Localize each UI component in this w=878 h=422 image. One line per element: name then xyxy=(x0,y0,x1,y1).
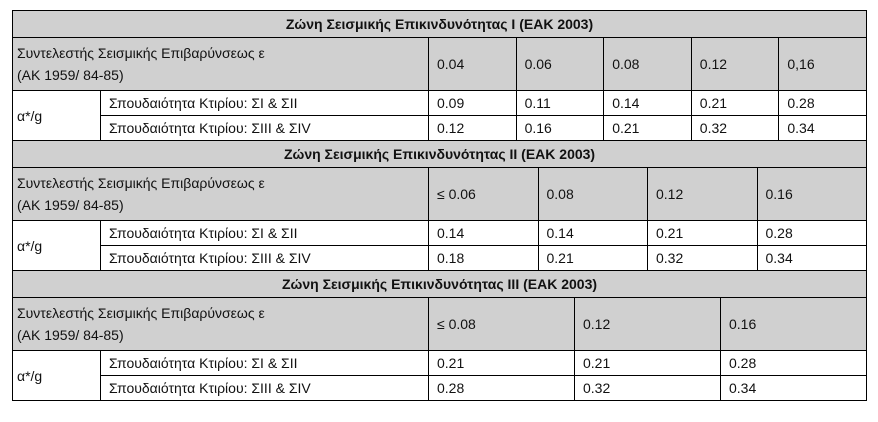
cell-value: 0.11 xyxy=(515,90,605,116)
cell-value: 0.21 xyxy=(574,350,721,376)
cell-value: 0.21 xyxy=(428,350,575,376)
group-label: α*/g xyxy=(12,350,101,401)
cell-value: 0.21 xyxy=(603,115,692,141)
cell-value: 0.14 xyxy=(537,220,648,246)
header-value: 0,16 xyxy=(778,37,867,91)
data-row: Σπουδαιότητα Κτιρίου: ΣΙΙΙ & ΣΙV 0.18 0.21… xyxy=(13,245,868,271)
cell-value: 0.32 xyxy=(574,375,721,401)
row-label: Σπουδαιότητα Κτιρίου: ΣΙΙΙ & ΣΙV xyxy=(100,245,429,271)
cell-value: 0.14 xyxy=(603,90,692,116)
section-title: Ζώνη Σεισμικής Επικινδυνότητας Ι (ΕΑΚ 20… xyxy=(12,10,867,38)
label-line: (ΑΚ 1959/ 84-85) xyxy=(17,67,124,83)
cell-value: 0.09 xyxy=(428,90,517,116)
label-line: (ΑΚ 1959/ 84-85) xyxy=(17,327,124,343)
cell-value: 0.18 xyxy=(428,245,539,271)
label-line: Συντελεστής Σεισμικής Επιβαρύνσεως ε xyxy=(17,175,265,191)
cell-value: 0.28 xyxy=(719,350,868,376)
cell-value: 0.32 xyxy=(690,115,780,141)
row-label: Σπουδαιότητα Κτιρίου: ΣΙΙΙ & ΣΙV xyxy=(100,375,429,401)
group-label: α*/g xyxy=(12,90,101,141)
header-row: Συντελεστής Σεισμικής Επιβαρύνσεως ε (ΑΚ … xyxy=(12,167,868,221)
header-value: 0.06 xyxy=(515,37,605,91)
header-row: Συντελεστής Σεισμικής Επιβαρύνσεως ε (ΑΚ … xyxy=(12,297,868,351)
title-row: Ζώνη Σεισμικής Επικινδυνότητας Ι (ΕΑΚ 20… xyxy=(12,10,867,38)
cell-value: 0.14 xyxy=(428,220,539,246)
data-row: α*/g Σπουδαιότητα Κτιρίου: ΣΙ & ΣΙΙ 0.09 0.… xyxy=(12,90,867,141)
table-body: Ζώνη Σεισμικής Επικινδυνότητας ΙΙ (ΕΑΚ 2… xyxy=(11,140,868,271)
row-label: Σπουδαιότητα Κτιρίου: ΣΙ & ΣΙΙ xyxy=(100,350,429,376)
header-label: Συντελεστής Σεισμικής Επιβαρύνσεως ε (ΑΚ … xyxy=(12,167,429,221)
data-row: Σπουδαιότητα Κτιρίου: ΣΙΙΙ & ΣΙV 0.28 0.32… xyxy=(13,375,868,401)
header-value: 0.12 xyxy=(690,37,780,91)
cell-value: 0.28 xyxy=(428,375,575,401)
header-value: 0.08 xyxy=(603,37,692,91)
header-label: Συντελεστής Σεισμικής Επιβαρύνσεως ε (ΑΚ … xyxy=(12,297,429,351)
title-row: Ζώνη Σεισμικής Επικινδυνότητας ΙΙΙ (ΕΑΚ … xyxy=(11,270,868,298)
title-row: Ζώνη Σεισμικής Επικινδυνότητας ΙΙ (ΕΑΚ 2… xyxy=(11,140,868,168)
header-value: 0.04 xyxy=(428,37,517,91)
row-label: Σπουδαιότητα Κτιρίου: ΣΙ & ΣΙΙ xyxy=(100,220,429,246)
cell-value: 0.32 xyxy=(647,245,758,271)
header-value: ≤ 0.08 xyxy=(428,297,575,351)
section-table: Ζώνη Σεισμικής Επικινδυνότητας ΙΙ (ΕΑΚ 2… xyxy=(11,140,868,271)
header-value: 0.08 xyxy=(537,167,648,221)
section-title: Ζώνη Σεισμικής Επικινδυνότητας ΙΙ (ΕΑΚ 2… xyxy=(11,140,868,168)
data-row: α*/g Σπουδαιότητα Κτιρίου: ΣΙ & ΣΙΙ 0.14 0.… xyxy=(12,220,868,271)
header-value: 0.16 xyxy=(719,297,868,351)
header-label: Συντελεστής Σεισμικής Επιβαρύνσεως ε (ΑΚ … xyxy=(12,37,429,91)
section-table: Ζώνη Σεισμικής Επικινδυνότητας Ι (ΕΑΚ 20… xyxy=(12,10,867,141)
header-value: 0.12 xyxy=(647,167,758,221)
cell-value: 0.34 xyxy=(778,115,867,141)
cell-value: 0.12 xyxy=(428,115,517,141)
cell-value: 0.34 xyxy=(756,245,868,271)
table-body: Ζώνη Σεισμικής Επικινδυνότητας ΙΙΙ (ΕΑΚ … xyxy=(11,270,868,401)
cell-value: 0.28 xyxy=(756,220,868,246)
label-line: Συντελεστής Σεισμικής Επιβαρύνσεως ε xyxy=(17,45,265,61)
cell-value: 0.28 xyxy=(778,90,867,116)
data-row: Σπουδαιότητα Κτιρίου: ΣΙΙΙ & ΣΙV 0.12 0.16… xyxy=(13,115,867,141)
data-row: α*/g Σπουδαιότητα Κτιρίου: ΣΙ & ΣΙΙ 0.21 0.… xyxy=(12,350,868,401)
cell-value: 0.21 xyxy=(647,220,758,246)
cell-value: 0.21 xyxy=(537,245,648,271)
header-value: 0.16 xyxy=(756,167,868,221)
row-label: Σπουδαιότητα Κτιρίου: ΣΙ & ΣΙΙ xyxy=(100,90,429,116)
header-row: Συντελεστής Σεισμικής Επιβαρύνσεως ε (ΑΚ … xyxy=(12,37,867,91)
section-table: Ζώνη Σεισμικής Επικινδυνότητας ΙΙΙ (ΕΑΚ … xyxy=(11,270,868,401)
section-title: Ζώνη Σεισμικής Επικινδυνότητας ΙΙΙ (ΕΑΚ … xyxy=(11,270,868,298)
tables: Ζώνη Σεισμικής Επικινδυνότητας Ι (ΕΑΚ 20… xyxy=(11,10,868,401)
header-value: 0.12 xyxy=(574,297,721,351)
header-value: ≤ 0.06 xyxy=(428,167,539,221)
cell-value: 0.16 xyxy=(515,115,605,141)
label-line: (ΑΚ 1959/ 84-85) xyxy=(17,197,124,213)
cell-value: 0.21 xyxy=(690,90,780,116)
cell-value: 0.34 xyxy=(719,375,868,401)
table-body: Ζώνη Σεισμικής Επικινδυνότητας Ι (ΕΑΚ 20… xyxy=(12,10,867,141)
row-label: Σπουδαιότητα Κτιρίου: ΣΙΙΙ & ΣΙV xyxy=(100,115,429,141)
label-line: Συντελεστής Σεισμικής Επιβαρύνσεως ε xyxy=(17,305,265,321)
group-label: α*/g xyxy=(12,220,101,271)
